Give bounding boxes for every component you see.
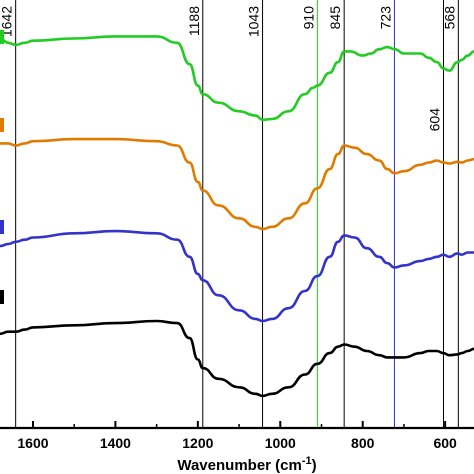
series-label-fragment-2 xyxy=(0,118,4,132)
peak-marker-label-1188: 1188 xyxy=(186,6,202,36)
x-tick-label-1200: 1200 xyxy=(182,435,213,451)
peak-marker-group: 1642 1188 1043 910 845 723 604 568 xyxy=(0,0,459,428)
peak-marker-label-568: 568 xyxy=(441,6,457,30)
x-axis-title-superscript: -1 xyxy=(302,455,312,467)
peak-marker-label-604: 604 xyxy=(426,108,442,132)
series-label-fragment-4 xyxy=(0,290,4,304)
x-axis-title-main: Wavenumber (cm xyxy=(177,457,301,474)
series-label-fragment-3 xyxy=(0,220,4,234)
x-tick-label-800: 800 xyxy=(351,435,375,451)
peak-marker-label-845: 845 xyxy=(327,6,343,30)
x-tick-label-1400: 1400 xyxy=(100,435,131,451)
x-axis: 1600 1400 1200 1000 800 600 xyxy=(0,421,474,451)
x-axis-title: Wavenumber (cm-1) xyxy=(177,455,316,474)
spectrum-line-4 xyxy=(0,319,474,398)
spectrum-line-1 xyxy=(0,35,474,122)
series-label-fragment-1 xyxy=(0,30,4,44)
peak-marker-label-910: 910 xyxy=(300,6,316,30)
x-tick-label-600: 600 xyxy=(433,435,457,451)
x-tick-label-1600: 1600 xyxy=(17,435,48,451)
peak-marker-label-1043: 1043 xyxy=(246,6,262,37)
peak-marker-label-723: 723 xyxy=(377,6,393,30)
spectrum-line-2 xyxy=(0,137,474,231)
x-axis-title-close: ) xyxy=(312,457,317,474)
x-tick-label-1000: 1000 xyxy=(265,435,296,451)
spectrum-line-3 xyxy=(0,229,474,323)
spectra-series-group xyxy=(0,30,474,398)
peak-marker-label-1642: 1642 xyxy=(0,6,15,37)
